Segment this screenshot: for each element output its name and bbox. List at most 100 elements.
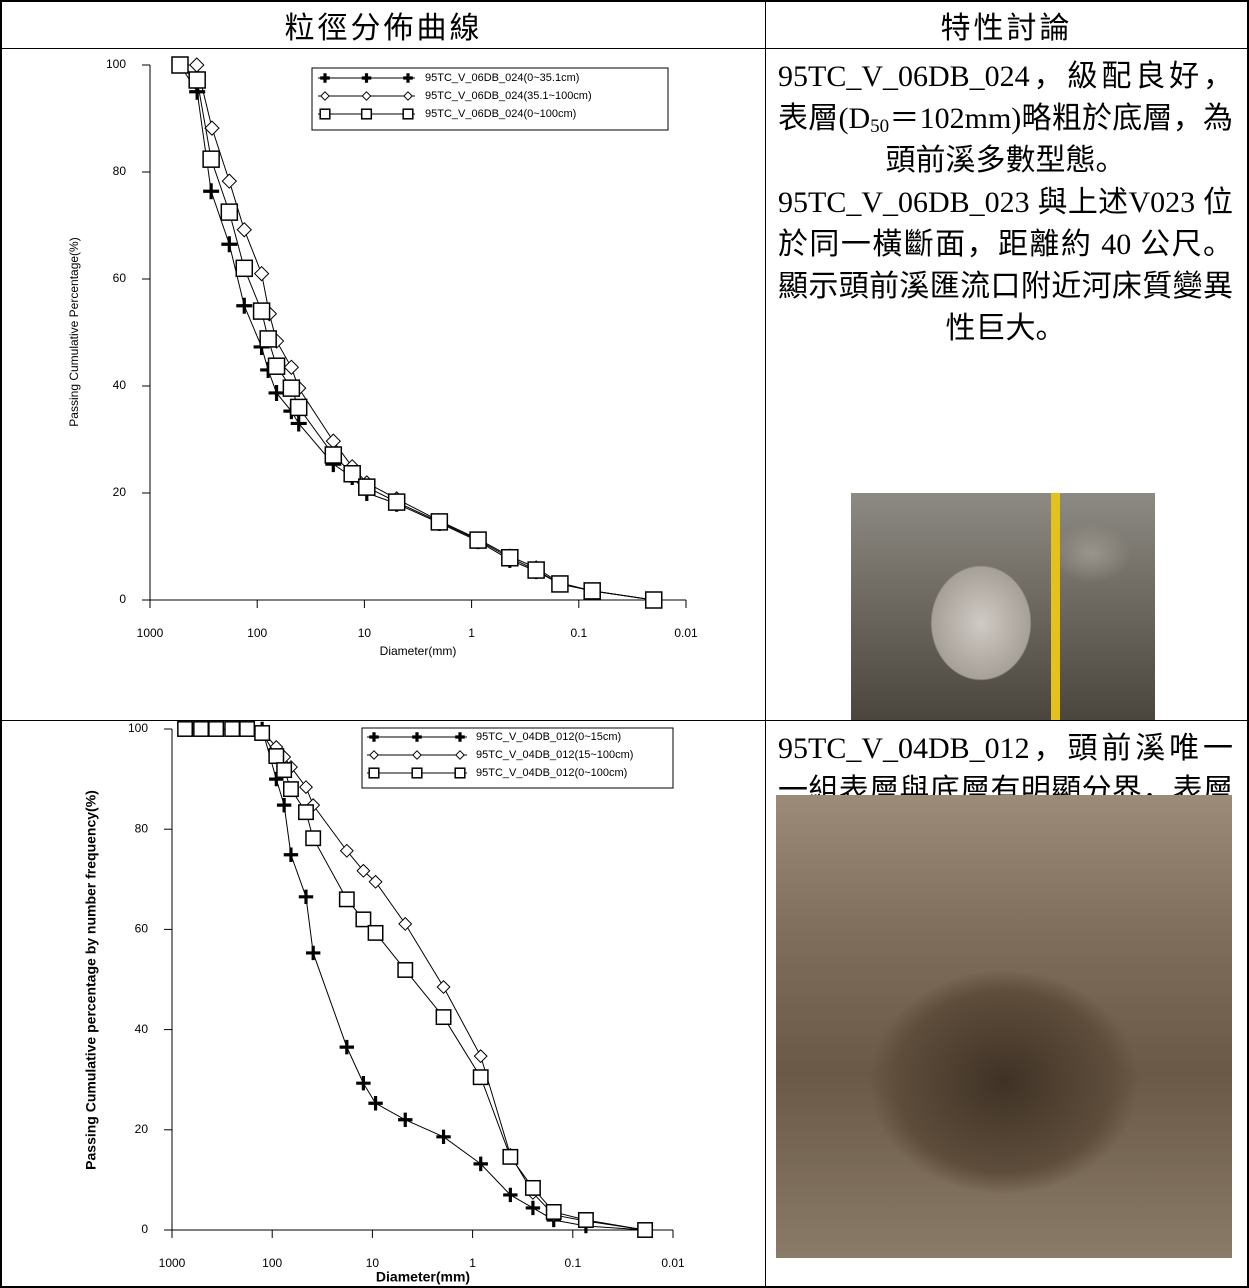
marker-plus [340, 1040, 354, 1054]
y-axis-title: Passing Cumulative percentage by number … [83, 790, 99, 1170]
marker-square [638, 1223, 652, 1237]
marker-square [470, 532, 486, 548]
marker-square [398, 963, 412, 977]
legend-label: 95TC_V_06DB_024(0~35.1cm) [425, 72, 579, 84]
marker-plus [306, 946, 320, 960]
marker-square [526, 1181, 540, 1195]
marker-square [277, 763, 291, 777]
marker-plus [269, 385, 285, 401]
marker-square [436, 1010, 450, 1024]
marker-square [547, 1205, 561, 1219]
marker-square [369, 768, 379, 778]
marker-square [552, 576, 568, 592]
marker-square [368, 926, 382, 940]
marker-diamond [205, 121, 219, 135]
x-tick-label: 1000 [159, 1256, 186, 1270]
marker-square [172, 57, 188, 73]
charts: 02040608010010001001010.10.01Diameter(mm… [0, 0, 1249, 1288]
marker-square [356, 912, 370, 926]
marker-square [221, 204, 237, 220]
series-line [185, 729, 645, 1230]
legend-label: 95TC_V_04DB_012(0~100cm) [476, 767, 627, 779]
legend-label: 95TC_V_04DB_012(0~15cm) [476, 731, 621, 743]
marker-square [291, 399, 307, 415]
x-tick-label: 100 [262, 1256, 282, 1270]
series-line [180, 65, 654, 600]
y-tick-label: 80 [113, 164, 127, 178]
y-tick-label: 40 [113, 378, 127, 392]
marker-diamond [437, 981, 450, 994]
marker-plus [299, 890, 313, 904]
marker-square [403, 109, 413, 119]
marker-diamond [284, 360, 298, 374]
marker-square [325, 447, 341, 463]
marker-square [344, 466, 360, 482]
marker-square [269, 358, 285, 374]
marker-square [412, 768, 422, 778]
x-tick-label: 100 [247, 626, 267, 640]
y-tick-label: 0 [119, 592, 126, 606]
x-tick-label: 0.1 [570, 626, 587, 640]
marker-plus [398, 1113, 412, 1127]
y-tick-label: 60 [135, 922, 149, 936]
marker-square [340, 892, 354, 906]
marker-plus [236, 298, 252, 314]
x-axis-title: Diameter(mm) [380, 644, 457, 658]
marker-square [203, 151, 219, 167]
marker-square [359, 479, 375, 495]
y-tick-label: 0 [141, 1222, 148, 1236]
x-tick-label: 1000 [137, 626, 164, 640]
x-tick-label: 1 [468, 626, 475, 640]
marker-square [320, 109, 330, 119]
legend-label: 95TC_V_06DB_024(0~100cm) [425, 108, 576, 120]
marker-plus [221, 236, 237, 252]
marker-square [579, 1213, 593, 1227]
x-tick-label: 1 [469, 1256, 476, 1270]
marker-square [194, 722, 208, 736]
series-line [185, 729, 645, 1230]
y-tick-label: 40 [135, 1022, 149, 1036]
x-tick-label: 10 [358, 626, 372, 640]
marker-square [299, 805, 313, 819]
marker-square [255, 726, 269, 740]
marker-square [584, 583, 600, 599]
marker-square [189, 72, 205, 88]
marker-plus [291, 415, 307, 431]
legend-label: 95TC_V_06DB_024(35.1~100cm) [425, 90, 592, 102]
marker-square [528, 562, 544, 578]
marker-square [178, 722, 192, 736]
marker-square [431, 514, 447, 530]
x-tick-label: 0.01 [674, 626, 698, 640]
marker-square [306, 831, 320, 845]
marker-diamond [474, 1050, 487, 1063]
marker-square [209, 722, 223, 736]
y-tick-label: 80 [135, 821, 149, 835]
marker-square [646, 592, 662, 608]
marker-diamond [222, 174, 236, 188]
series-line [185, 729, 645, 1230]
series-line [180, 65, 654, 600]
y-tick-label: 100 [128, 721, 148, 735]
marker-square [283, 380, 299, 396]
marker-diamond [255, 267, 269, 281]
marker-plus [277, 798, 291, 812]
marker-diamond [326, 434, 340, 448]
x-axis-title: Diameter(mm) [376, 1269, 470, 1285]
marker-square [254, 303, 270, 319]
marker-plus [203, 183, 219, 199]
page: 粒徑分佈曲線 特性討論 95TC_V_06DB_024，級配良好，表層(D50＝… [0, 0, 1249, 1288]
x-tick-label: 0.01 [661, 1256, 685, 1270]
marker-diamond [190, 58, 204, 72]
series-line [180, 65, 654, 600]
marker-plus [436, 1130, 450, 1144]
marker-plus [284, 848, 298, 862]
marker-square [362, 109, 372, 119]
marker-plus [356, 1076, 370, 1090]
marker-diamond [399, 918, 412, 931]
y-tick-label: 60 [113, 271, 127, 285]
y-tick-label: 20 [113, 485, 127, 499]
marker-square [240, 722, 254, 736]
marker-square [503, 1150, 517, 1164]
marker-square [236, 260, 252, 276]
marker-square [269, 749, 283, 763]
